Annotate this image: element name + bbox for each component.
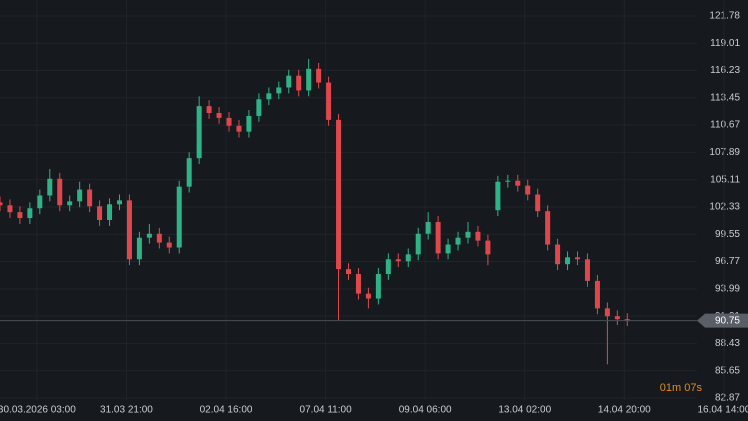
- x-tick-label: 14.04 20:00: [598, 405, 651, 416]
- last-price-label: 90.75: [715, 315, 740, 326]
- candle-body: [236, 125, 242, 132]
- candle-body: [156, 233, 162, 243]
- y-tick-label: 102.33: [709, 202, 740, 213]
- candle-body: [306, 68, 312, 91]
- x-tick-label: 07.04 11:00: [300, 405, 353, 416]
- candle-body: [67, 201, 73, 206]
- candle-body: [326, 82, 332, 120]
- y-tick-label: 105.11: [710, 174, 740, 185]
- candle-timer: 01m 07s: [660, 382, 703, 394]
- candle-body: [116, 200, 122, 205]
- candle-body: [465, 231, 471, 238]
- candle-body: [107, 204, 113, 221]
- y-tick-label: 119.01: [710, 38, 740, 49]
- candle-body: [286, 75, 292, 88]
- candle-body: [455, 237, 461, 245]
- candle-body: [296, 75, 302, 91]
- candle-body: [196, 106, 202, 159]
- candle-body: [186, 158, 192, 187]
- candle-body: [0, 202, 3, 206]
- candle-body: [246, 115, 252, 132]
- candle-body: [126, 200, 132, 260]
- candle-body: [136, 237, 142, 260]
- x-tick-label: 31.03 21:00: [100, 405, 153, 416]
- candle-body: [57, 178, 63, 206]
- candle-body: [97, 206, 103, 221]
- y-tick-label: 121.78: [709, 11, 740, 22]
- candle-body: [415, 233, 421, 255]
- candle-body: [226, 117, 232, 126]
- candle-body: [176, 186, 182, 248]
- candle-body: [405, 254, 411, 262]
- candle-body: [355, 274, 361, 294]
- candle-body: [146, 233, 152, 238]
- candle-body: [166, 242, 172, 248]
- candle-body: [77, 189, 83, 202]
- candle-body: [525, 185, 531, 195]
- candle-body: [17, 212, 23, 219]
- y-tick-label: 96.77: [715, 256, 740, 267]
- y-tick-label: 82.87: [715, 393, 740, 404]
- candle-body: [216, 112, 222, 118]
- candle-body: [37, 195, 43, 209]
- x-tick-label: 02.04 16:00: [200, 405, 253, 416]
- candle-body: [346, 269, 351, 275]
- candle-body: [555, 244, 561, 265]
- candle-body: [495, 181, 501, 211]
- candle-body: [206, 106, 212, 113]
- candle-body: [425, 221, 431, 234]
- candle-body: [316, 68, 322, 83]
- candle-body: [27, 208, 33, 219]
- candle-body: [385, 259, 391, 275]
- candle-body: [575, 257, 581, 260]
- y-tick-label: 88.43: [715, 338, 740, 349]
- y-tick-label: 99.55: [715, 229, 740, 240]
- y-tick-label: 116.23: [710, 65, 740, 76]
- candle-body: [505, 180, 511, 182]
- candle-body: [365, 293, 371, 299]
- candle-body: [485, 240, 491, 255]
- candle-body: [375, 274, 381, 299]
- candle-body: [266, 93, 272, 100]
- candle-body: [624, 319, 630, 321]
- y-tick-label: 93.99: [715, 283, 740, 294]
- y-tick-label: 113.45: [710, 92, 740, 103]
- y-tick-label: 85.65: [715, 365, 740, 376]
- last-price-tag: [697, 313, 748, 328]
- candle-body: [7, 205, 13, 213]
- candle-body: [604, 308, 610, 317]
- x-tick-label: 30.03.2026 03:00: [0, 405, 76, 416]
- candle-body: [475, 231, 481, 241]
- candle-body: [336, 119, 342, 270]
- candle-body: [395, 259, 401, 262]
- candle-body: [545, 211, 551, 245]
- x-tick-label: 09.04 06:00: [399, 405, 452, 416]
- x-tick-label: 13.04 02:00: [498, 405, 551, 416]
- candle-body: [445, 244, 451, 254]
- candle-body: [594, 280, 600, 309]
- candle-body: [256, 99, 262, 116]
- candle-body: [614, 316, 620, 320]
- candle-body: [276, 87, 282, 94]
- candle-body: [47, 178, 53, 196]
- candle-body: [87, 189, 93, 207]
- candle-body: [515, 180, 521, 186]
- candle-body: [435, 221, 441, 254]
- x-tick-label: 16.04 14:00: [697, 405, 748, 416]
- y-tick-label: 110.67: [710, 120, 740, 131]
- candle-body: [535, 194, 541, 212]
- candle-body: [584, 259, 590, 281]
- y-tick-label: 107.89: [709, 147, 740, 158]
- candle-body: [565, 257, 571, 265]
